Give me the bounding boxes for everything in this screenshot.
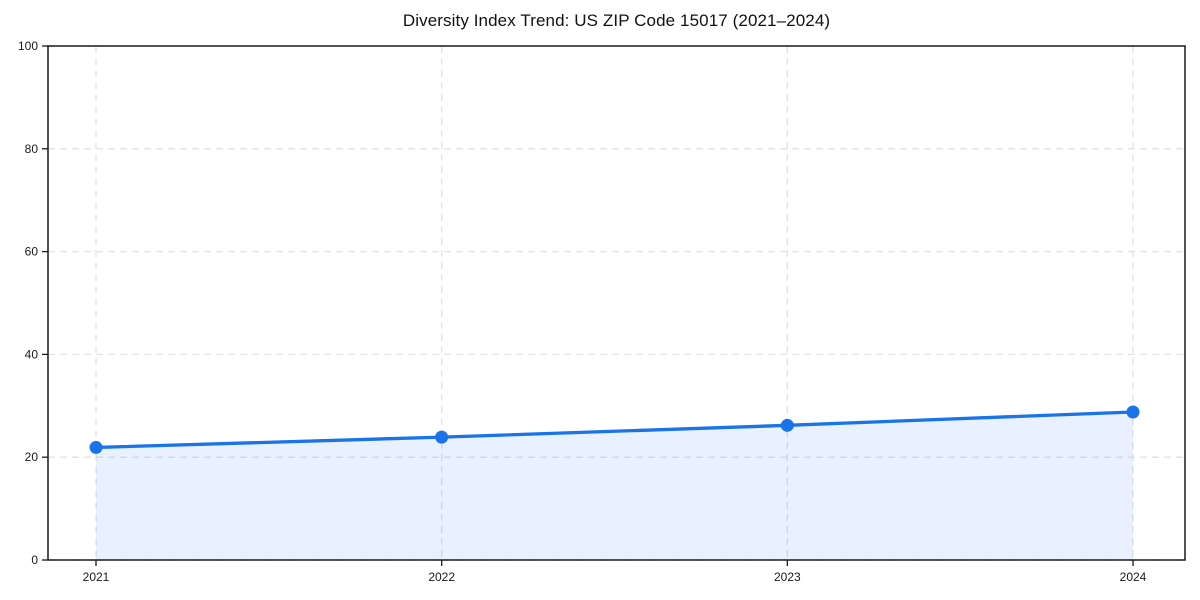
y-tick-label: 80 [25,142,39,156]
y-tick-label: 20 [25,450,39,464]
x-tick-label: 2021 [83,570,110,584]
y-tick-label: 100 [18,39,38,53]
area-fill [96,411,1133,560]
y-tick-label: 60 [25,245,39,259]
x-tick-label: 2024 [1120,570,1147,584]
data-point-2021 [89,440,103,454]
x-tick-label: 2022 [428,570,455,584]
y-tick-label: 0 [31,553,38,567]
plot-border [47,45,1186,561]
trend-line [94,410,1135,450]
x-tick-label: 2023 [774,570,801,584]
data-point-2024 [1126,405,1140,419]
data-point-2022 [435,430,449,444]
data-point-2023 [780,418,794,432]
y-tick-label: 40 [25,347,39,361]
chart-title: Diversity Index Trend: US ZIP Code 15017… [402,11,831,30]
